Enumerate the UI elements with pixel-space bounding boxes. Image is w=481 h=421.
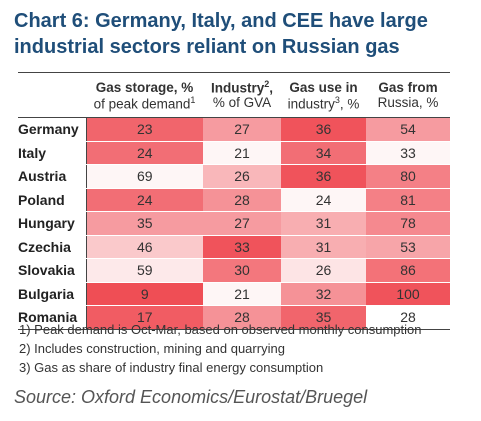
col-header-0-top: Gas storage, % bbox=[86, 72, 203, 95]
footnote-1: 1) Peak demand is Oct-Mar, based on obse… bbox=[19, 322, 422, 337]
row-label: Romania bbox=[18, 305, 87, 330]
table-row: Germany 23 27 36 54 bbox=[18, 117, 450, 142]
heatmap-cell: 59 bbox=[86, 258, 203, 283]
heatmap-cell: 27 bbox=[203, 211, 281, 236]
heatmap-cell: 9 bbox=[86, 282, 203, 306]
table-row: Bulgaria 9 21 32 100 bbox=[18, 282, 450, 306]
table-row: Slovakia 59 30 26 86 bbox=[18, 258, 450, 283]
heatmap-cell: 34 bbox=[281, 141, 366, 165]
heatmap-cell: 54 bbox=[366, 117, 450, 142]
heatmap-cell: 53 bbox=[366, 235, 450, 259]
col-header-1-top: Industry2, bbox=[203, 72, 281, 95]
heatmap-body: Germany 23 27 36 54 Italy 24 21 34 33 Austria 69 26 3… bbox=[18, 117, 450, 330]
heatmap-cell: 21 bbox=[203, 282, 281, 306]
heatmap-cell: 31 bbox=[281, 235, 366, 259]
header-row-bottom: of peak demand1 % of GVA industry3, % Ru… bbox=[18, 95, 450, 118]
heatmap-cell: 17 bbox=[86, 305, 203, 330]
row-label: Italy bbox=[18, 141, 87, 165]
heatmap-cell: 100 bbox=[366, 282, 450, 306]
footnotes: 1) Peak demand is Oct-Mar, based on obse… bbox=[19, 320, 422, 377]
heatmap-cell: 33 bbox=[366, 141, 450, 165]
footnote-3: 3) Gas as share of industry final energy… bbox=[19, 360, 324, 375]
col-header-3-top: Gas from bbox=[366, 72, 450, 95]
heatmap-cell: 69 bbox=[86, 164, 203, 189]
chart-title: Chart 6: Germany, Italy, and CEE have la… bbox=[14, 8, 474, 60]
row-label: Hungary bbox=[18, 211, 87, 236]
chart-title-line-2: industrial sectors reliant on Russian ga… bbox=[14, 36, 400, 58]
heatmap-cell: 33 bbox=[203, 235, 281, 259]
col-header-2-top: Gas use in bbox=[281, 72, 366, 95]
heatmap-table: Gas storage, % Industry2, Gas use in Gas… bbox=[18, 72, 450, 330]
heatmap-cell: 78 bbox=[366, 211, 450, 236]
footnote-2: 2) Includes construction, mining and qua… bbox=[19, 341, 285, 356]
heatmap-cell: 24 bbox=[281, 188, 366, 212]
heatmap-cell: 36 bbox=[281, 164, 366, 189]
heatmap-cell: 28 bbox=[203, 188, 281, 212]
heatmap-cell: 21 bbox=[203, 141, 281, 165]
heatmap-cell: 26 bbox=[281, 258, 366, 283]
row-label: Austria bbox=[18, 164, 87, 189]
col-header-1-bottom: % of GVA bbox=[203, 95, 281, 118]
chart-title-line-1: Chart 6: Germany, Italy, and CEE have la… bbox=[14, 10, 428, 32]
heatmap-cell: 36 bbox=[281, 117, 366, 142]
heatmap-cell: 28 bbox=[366, 305, 450, 330]
row-label: Bulgaria bbox=[18, 282, 87, 306]
heatmap-cell: 46 bbox=[86, 235, 203, 259]
header-row-top: Gas storage, % Industry2, Gas use in Gas… bbox=[18, 72, 450, 95]
row-label: Germany bbox=[18, 117, 87, 142]
col-header-3-bottom: Russia, % bbox=[366, 95, 450, 118]
header-corner bbox=[18, 72, 86, 95]
heatmap-cell: 24 bbox=[86, 141, 203, 165]
table-row: Czechia 46 33 31 53 bbox=[18, 235, 450, 259]
col-header-0-bottom: of peak demand1 bbox=[86, 95, 203, 118]
heatmap-cell: 31 bbox=[281, 211, 366, 236]
heatmap-cell: 81 bbox=[366, 188, 450, 212]
row-label: Poland bbox=[18, 188, 87, 212]
heatmap-cell: 86 bbox=[366, 258, 450, 283]
row-label: Czechia bbox=[18, 235, 87, 259]
heatmap-cell: 35 bbox=[281, 305, 366, 330]
heatmap-cell: 28 bbox=[203, 305, 281, 330]
source-note: Source: Oxford Economics/Eurostat/Bruege… bbox=[14, 387, 368, 407]
col-header-2-bottom: industry3, % bbox=[281, 95, 366, 118]
header-corner-bottom bbox=[18, 95, 86, 118]
row-label: Slovakia bbox=[18, 258, 87, 283]
heatmap-cell: 27 bbox=[203, 117, 281, 142]
table-row: Hungary 35 27 31 78 bbox=[18, 211, 450, 236]
heatmap-cell: 24 bbox=[86, 188, 203, 212]
heatmap-cell: 30 bbox=[203, 258, 281, 283]
table-row: Romania 17 28 35 28 bbox=[18, 305, 450, 330]
heatmap-cell: 26 bbox=[203, 164, 281, 189]
table-row: Italy 24 21 34 33 bbox=[18, 141, 450, 165]
heatmap-cell: 80 bbox=[366, 164, 450, 189]
heatmap-cell: 32 bbox=[281, 282, 366, 306]
heatmap-cell: 23 bbox=[86, 117, 203, 142]
table-row: Austria 69 26 36 80 bbox=[18, 164, 450, 189]
table-row: Poland 24 28 24 81 bbox=[18, 188, 450, 212]
heatmap-cell: 35 bbox=[86, 211, 203, 236]
